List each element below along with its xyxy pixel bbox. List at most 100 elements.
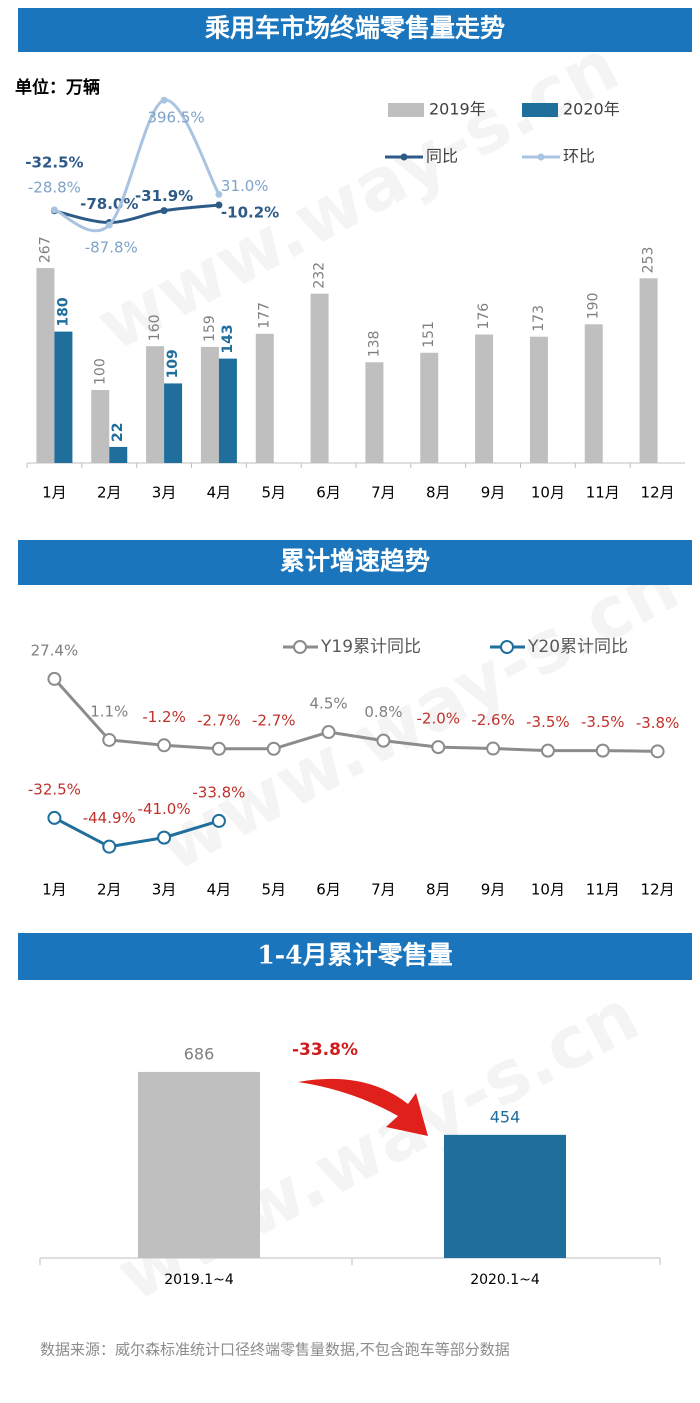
legend-label: 2019年 [429, 100, 486, 119]
x-tick-label: 1月 [42, 881, 67, 899]
x-tick-label: 2020.1~4 [470, 1272, 540, 1288]
data-label: -10.2% [221, 204, 279, 222]
data-label: 190 [586, 293, 602, 320]
data-label: 143 [220, 324, 236, 353]
data-label: -44.9% [83, 809, 136, 827]
data-label: 454 [490, 1107, 521, 1126]
header-bar [18, 540, 692, 585]
bar [218, 358, 237, 463]
data-label: -28.8% [28, 178, 81, 196]
bar [109, 446, 128, 463]
legend-label: Y20累计同比 [527, 637, 628, 657]
marker [376, 733, 391, 748]
data-label: 267 [37, 236, 53, 263]
marker [650, 744, 665, 759]
legend-swatch [293, 640, 307, 654]
data-label: -2.6% [471, 711, 515, 729]
data-label: -33.8% [192, 783, 245, 801]
line [53, 816, 220, 849]
data-label: -32.5% [28, 780, 81, 798]
header-bar [18, 8, 692, 52]
x-tick-label: 2019.1~4 [164, 1272, 234, 1288]
bar [36, 268, 55, 463]
marker [157, 738, 172, 753]
marker [47, 671, 62, 686]
x-tick-label: 2月 [97, 881, 122, 899]
arrow [298, 1078, 428, 1136]
data-label: 27.4% [31, 641, 79, 659]
data-label: -2.7% [197, 711, 241, 729]
data-label: 0.8% [364, 703, 402, 721]
marker [595, 743, 610, 758]
data-label: 160 [147, 314, 163, 341]
data-label: 686 [184, 1044, 215, 1063]
data-label: 176 [476, 303, 492, 330]
bar [420, 352, 439, 463]
chart-title: 1-4月累计零售量 [257, 941, 452, 970]
bar [200, 346, 219, 463]
marker [266, 741, 281, 756]
line [53, 98, 221, 233]
legend-swatch [500, 640, 514, 654]
line [53, 677, 658, 753]
marker [540, 743, 555, 758]
data-label: 100 [92, 358, 108, 385]
x-tick-label: 5月 [261, 881, 286, 899]
x-tick-label: 4月 [207, 484, 232, 502]
marker [321, 725, 336, 740]
bar [310, 293, 329, 463]
legend-label: 2020年 [563, 100, 620, 119]
x-tick-label: 10月 [531, 484, 565, 502]
data-label: 1.1% [90, 702, 128, 720]
marker [431, 740, 446, 755]
bar [365, 362, 384, 463]
marker [47, 810, 62, 825]
x-tick-label: 5月 [261, 484, 286, 502]
chart-title: 累计增速趋势 [280, 547, 430, 576]
data-label: -32.5% [25, 153, 83, 171]
x-tick-label: 8月 [426, 484, 451, 502]
x-tick-label: 11月 [586, 881, 620, 899]
marker [211, 813, 226, 828]
data-label: 232 [312, 262, 328, 289]
marker [215, 190, 223, 198]
bar [54, 331, 73, 463]
bar [255, 333, 274, 463]
annotation: -33.8% [292, 1040, 358, 1060]
unit-label: 单位：万辆 [15, 77, 100, 98]
data-label: -87.8% [85, 239, 138, 257]
x-tick-label: 4月 [207, 881, 232, 899]
legend-label: 同比 [426, 147, 458, 166]
marker [211, 741, 226, 756]
header-bar [18, 933, 692, 980]
data-label: -3.5% [581, 713, 625, 731]
data-label: 109 [165, 349, 181, 378]
marker [50, 206, 58, 214]
x-tick-label: 6月 [316, 881, 341, 899]
marker [215, 201, 223, 209]
x-tick-label: 9月 [481, 484, 506, 502]
legend-label: Y19累计同比 [320, 637, 421, 657]
bar [91, 390, 110, 463]
data-label: -78.0% [80, 195, 138, 213]
marker [157, 830, 172, 845]
bar [584, 324, 603, 463]
data-label: 396.5% [147, 109, 204, 127]
marker [160, 96, 168, 104]
data-label: 159 [202, 315, 218, 342]
x-tick-label: 3月 [152, 881, 177, 899]
data-label: -2.7% [252, 711, 296, 729]
data-label: 4.5% [310, 695, 348, 713]
data-label: 253 [641, 247, 657, 274]
bar [164, 383, 183, 463]
bar [529, 336, 548, 463]
x-tick-label: 7月 [371, 881, 396, 899]
x-tick-label: 8月 [426, 881, 451, 899]
data-label: 22 [110, 422, 126, 441]
x-tick-label: 12月 [641, 881, 675, 899]
x-tick-label: 9月 [481, 881, 506, 899]
x-tick-label: 7月 [371, 484, 396, 502]
data-label: 177 [257, 302, 273, 329]
bar [146, 346, 165, 463]
